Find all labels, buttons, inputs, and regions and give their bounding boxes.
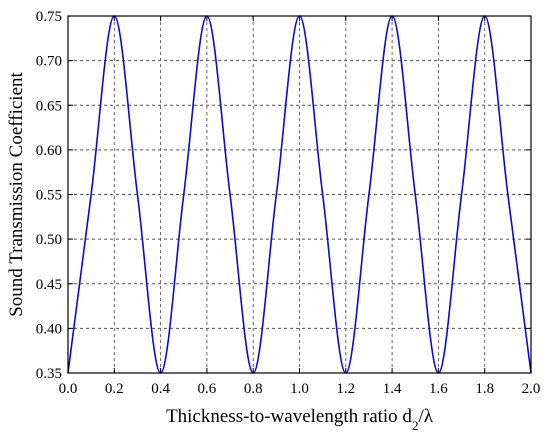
y-tick-label: 0.35 — [36, 366, 62, 382]
x-tick-label: 0.8 — [244, 381, 263, 397]
tick-layer — [67, 15, 532, 374]
y-axis-label: Sound Transmission Coefficient — [6, 72, 27, 317]
y-tick-label: 0.55 — [36, 188, 62, 204]
x-axis-label-suffix: /λ — [418, 406, 433, 427]
transmission-curve — [67, 15, 532, 374]
y-tick-label: 0.70 — [36, 54, 62, 70]
x-axis-label-subscript: 2 — [412, 418, 419, 433]
x-tick-label: 1.0 — [290, 381, 309, 397]
x-tick-label: 1.8 — [475, 381, 494, 397]
x-tick-label: 0.0 — [59, 381, 78, 397]
tick-label-layer: 0.0 0.2 0.4 0.6 0.8 1.0 1.2 1.4 1.6 1.8 2.0 0.35 0.4… — [36, 9, 541, 397]
x-tick-label: 0.6 — [198, 381, 217, 397]
curve-layer — [67, 15, 532, 374]
y-tick-label: 0.45 — [36, 277, 62, 293]
y-tick-label: 0.50 — [36, 232, 62, 248]
x-axis-label-main: Thickness-to-wavelength ratio d — [166, 406, 412, 427]
y-tick-label: 0.40 — [36, 321, 62, 337]
x-tick-label: 1.2 — [336, 381, 355, 397]
y-tick-label: 0.75 — [36, 9, 62, 25]
grid-layer — [68, 16, 531, 373]
y-tick-label: 0.60 — [36, 143, 62, 159]
x-tick-label: 0.2 — [105, 381, 124, 397]
x-axis-label: Thickness-to-wavelength ratio d2/λ — [166, 406, 434, 433]
x-tick-label: 2.0 — [522, 381, 541, 397]
y-tick-label: 0.65 — [36, 98, 62, 114]
x-tick-label: 0.4 — [151, 381, 170, 397]
x-tick-label: 1.4 — [383, 381, 402, 397]
x-tick-label: 1.6 — [429, 381, 448, 397]
